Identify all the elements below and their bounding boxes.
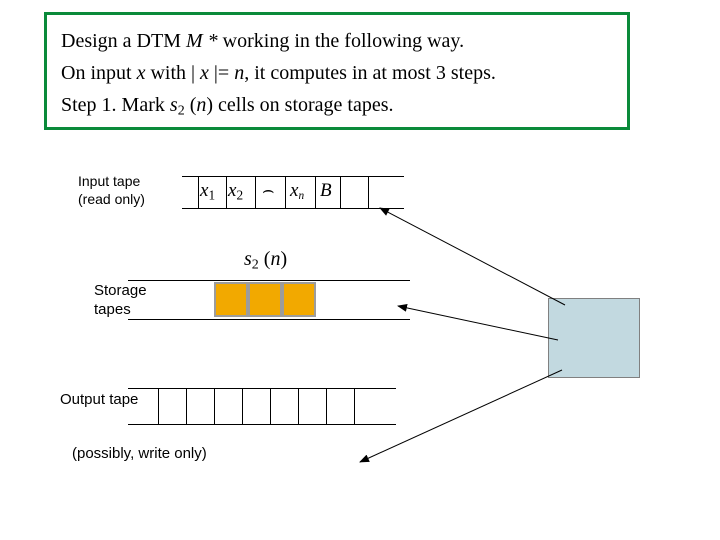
tape-border xyxy=(128,388,396,389)
cell-divider xyxy=(214,388,215,424)
input-cell-value: x2 xyxy=(228,180,243,203)
cell-divider xyxy=(242,388,243,424)
cell-divider xyxy=(270,388,271,424)
s2n-label: s2 (n) xyxy=(244,248,287,274)
finite-control-box xyxy=(548,298,640,378)
label-line: Storage xyxy=(94,281,147,300)
marked-storage-cell xyxy=(248,282,282,317)
cell-divider xyxy=(354,388,355,424)
storage-tapes-label: Storage tapes xyxy=(94,281,147,319)
tape-border xyxy=(128,319,410,320)
box-line-2: On input x with | x |= n, it computes in… xyxy=(61,57,613,89)
cell-divider xyxy=(198,176,199,208)
label-line: Input tape xyxy=(78,172,145,190)
input-cell-value: ⌢ xyxy=(262,180,275,202)
cell-divider xyxy=(255,176,256,208)
cell-divider xyxy=(298,388,299,424)
output-tape-label: Output tape xyxy=(60,390,138,409)
cell-divider xyxy=(315,176,316,208)
tape-border xyxy=(128,280,410,281)
label-line: (read only) xyxy=(78,190,145,208)
cell-divider xyxy=(186,388,187,424)
label-line: (possibly, write only) xyxy=(72,444,207,463)
description-box: Design a DTM M * working in the followin… xyxy=(44,12,630,130)
head-arrow xyxy=(360,370,562,462)
input-cell-value: B xyxy=(320,180,332,202)
box-line-3: Step 1. Mark s2 (n) cells on storage tap… xyxy=(61,89,613,128)
cell-divider xyxy=(158,388,159,424)
cell-divider xyxy=(285,176,286,208)
input-cell-value: xn xyxy=(290,180,304,203)
write-only-label: (possibly, write only) xyxy=(72,444,207,463)
tape-border xyxy=(182,176,404,177)
box-line-1: Design a DTM M * working in the followin… xyxy=(61,25,613,57)
tape-border xyxy=(128,424,396,425)
marked-storage-cell xyxy=(214,282,248,317)
tape-border xyxy=(182,208,404,209)
label-line: tapes xyxy=(94,300,147,319)
input-tape-label: Input tape (read only) xyxy=(78,172,145,208)
cell-divider xyxy=(326,388,327,424)
label-line: Output tape xyxy=(60,390,138,409)
head-arrow xyxy=(380,208,565,305)
head-arrow xyxy=(398,306,558,340)
cell-divider xyxy=(368,176,369,208)
marked-storage-cell xyxy=(282,282,316,317)
input-cell-value: x1 xyxy=(200,180,215,203)
cell-divider xyxy=(226,176,227,208)
cell-divider xyxy=(340,176,341,208)
